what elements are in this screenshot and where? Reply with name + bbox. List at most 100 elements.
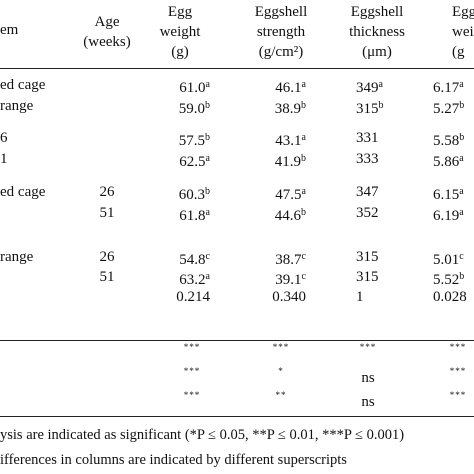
cell-superscript: a: [459, 207, 464, 218]
cell-value: 44.6: [274, 208, 301, 224]
table-cell: 0.340: [272, 288, 306, 306]
cell-value: 5.58: [433, 133, 460, 149]
cell-value: 61.8: [179, 208, 206, 224]
table-cell: 57.5b: [179, 129, 210, 150]
cell-value: 61.0: [179, 80, 206, 96]
table-cell: 41.9b: [275, 150, 306, 171]
table-cell: 331: [356, 129, 379, 147]
significance-cell: ***: [272, 342, 290, 352]
cell-superscript: b: [205, 100, 210, 111]
cell-superscript: c: [205, 251, 210, 262]
cell-value: 315: [356, 249, 379, 265]
cell-value: 349: [356, 80, 379, 96]
table-cell: 61.0a: [179, 76, 210, 97]
row-label: 6: [0, 130, 8, 146]
table-cell: 59.0b: [179, 97, 210, 118]
cell-value: 57.5: [178, 133, 205, 149]
header-system: em: [0, 22, 19, 38]
cell-value: 41.9: [274, 154, 301, 170]
header-rule: [0, 68, 474, 69]
table-cell: 54.8c: [179, 248, 210, 269]
header-age: Age (weeks): [83, 14, 131, 50]
table-cell: 315b: [356, 97, 384, 118]
cell-superscript: a: [205, 207, 210, 218]
cell-superscript: a: [459, 153, 464, 164]
cell-value: 0.214: [176, 289, 210, 305]
table-cell: 5.27b: [433, 97, 464, 118]
table-cell: 44.6b: [275, 204, 306, 225]
table-cell: 6.17a: [433, 76, 464, 97]
cell-value: 43.1: [275, 133, 302, 149]
significance-cell: ***: [183, 366, 201, 376]
cell-value: 0.028: [433, 289, 467, 305]
table-cell: 38.9b: [275, 97, 306, 118]
table-cell: 6.19a: [433, 204, 464, 225]
cell-value: 347: [356, 184, 379, 200]
cell-value: 47.5: [275, 187, 302, 203]
cell-superscript: b: [378, 100, 384, 111]
significance-cell: ***: [449, 366, 467, 376]
table-cell: 315: [356, 248, 379, 266]
table-cell: 349a: [356, 76, 383, 97]
row-label: ed cage: [0, 184, 46, 200]
significance-cell: ***: [449, 342, 467, 352]
table-cell: 63.2a: [179, 268, 210, 289]
table-cell: 0.028: [433, 288, 467, 306]
cell-superscript: a: [459, 186, 464, 197]
cell-value: 5.01: [433, 252, 460, 268]
table-cell: 60.3b: [179, 183, 210, 204]
cell-value: 333: [356, 151, 379, 167]
row-label: ed cage: [0, 77, 46, 93]
cell-value: 6.19: [433, 208, 460, 224]
cell-value: 60.3: [178, 187, 205, 203]
cell-superscript: a: [205, 153, 210, 164]
table-cell: 38.7c: [275, 248, 306, 269]
cell-superscript: a: [459, 79, 464, 90]
row-age: 26: [99, 184, 115, 200]
table-cell: 5.58b: [433, 129, 464, 150]
cell-superscript: a: [301, 79, 306, 90]
cell-value: 331: [356, 130, 379, 146]
cell-value: 0.340: [272, 289, 306, 305]
cell-superscript: b: [301, 207, 306, 218]
cell-value: 59.0: [178, 101, 205, 117]
cell-value: 38.9: [274, 101, 301, 117]
significance-cell: ***: [449, 390, 467, 400]
table-cell: 39.1c: [275, 268, 306, 289]
cell-superscript: c: [301, 271, 306, 282]
significance-cell: **: [275, 390, 287, 400]
cell-value: 5.27: [433, 101, 460, 117]
cell-superscript: a: [378, 79, 383, 90]
row-age: 51: [99, 205, 115, 221]
cell-superscript: b: [301, 153, 306, 164]
cell-superscript: a: [301, 132, 306, 143]
significance-cell: ns: [361, 394, 375, 410]
row-label: range: [0, 98, 34, 114]
cell-value: 54.8: [179, 252, 206, 268]
row-age: 26: [99, 249, 115, 265]
cell-value: 63.2: [179, 272, 206, 288]
table-cell: 46.1a: [275, 76, 306, 97]
row-age: 51: [99, 269, 115, 285]
table-cell: 62.5a: [179, 150, 210, 171]
table-cell: 5.52b: [433, 268, 464, 289]
footnote-significance: ysis are indicated as significant (*P ≤ …: [0, 427, 405, 443]
cell-superscript: b: [459, 132, 465, 143]
cell-superscript: b: [301, 100, 306, 111]
cell-value: 5.86: [433, 154, 460, 170]
table-cell: 6.15a: [433, 183, 464, 204]
cell-value: 315: [356, 101, 379, 117]
cell-superscript: b: [205, 186, 210, 197]
table-cell: 47.5a: [275, 183, 306, 204]
cell-value: 38.7: [275, 252, 302, 268]
cell-value: 6.17: [433, 80, 460, 96]
table-cell: 352: [356, 204, 379, 222]
cell-superscript: c: [301, 251, 306, 262]
cell-value: 39.1: [275, 272, 302, 288]
table-cell: 315: [356, 268, 379, 286]
header-egg-weight: Egg weight (g): [159, 4, 201, 60]
body-bottom-rule: [0, 340, 474, 341]
significance-cell: ***: [359, 342, 377, 352]
row-label: 1: [0, 151, 8, 167]
cell-value: 46.1: [275, 80, 302, 96]
